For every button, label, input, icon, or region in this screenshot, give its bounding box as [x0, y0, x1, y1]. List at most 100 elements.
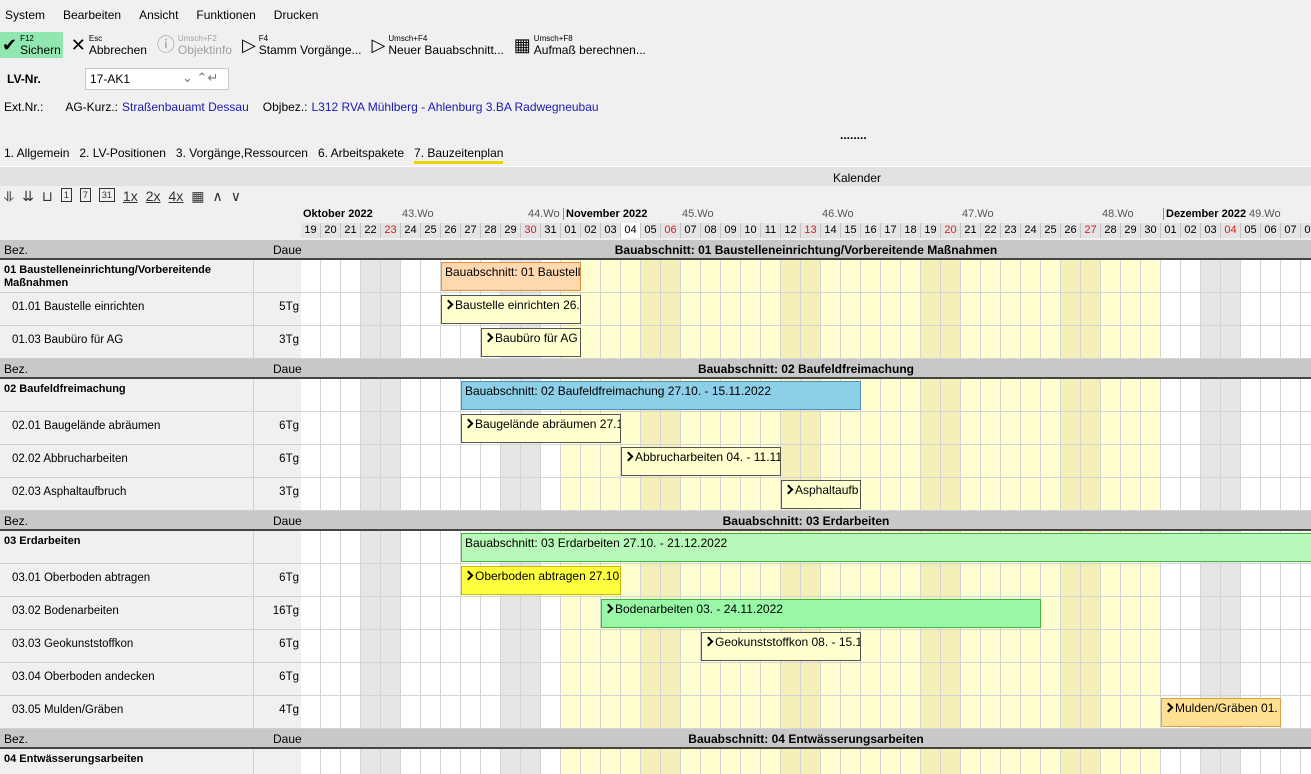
day-cell[interactable]: 04: [621, 223, 641, 238]
day-cell[interactable]: 25: [1041, 223, 1061, 238]
col-header-dauer[interactable]: Daue: [273, 514, 302, 528]
day-cell[interactable]: 17: [881, 223, 901, 238]
day-cell[interactable]: 03: [601, 223, 621, 238]
task-bar[interactable]: Bodenarbeiten 03. - 24.11.2022: [601, 599, 1041, 628]
chevron-up-icon[interactable]: ⌃: [196, 70, 208, 85]
col-header-dauer[interactable]: Daue: [273, 732, 302, 746]
day-cell[interactable]: 05: [1241, 223, 1261, 238]
task-bar[interactable]: Asphaltaufb: [781, 480, 861, 509]
menu-drucken[interactable]: Drucken: [273, 8, 319, 22]
task-row[interactable]: 01.01 Baustelle einrichten 5Tg: [0, 293, 301, 326]
section-bar[interactable]: Bauabschnitt: 01 Baustell: [441, 262, 581, 291]
task-row[interactable]: 02.02 Abbrucharbeiten 6Tg: [0, 445, 301, 478]
day-cell[interactable]: 27: [1081, 223, 1101, 238]
day-cell[interactable]: 30: [521, 223, 541, 238]
task-row[interactable]: 01.03 Baubüro für AG 3Tg: [0, 326, 301, 359]
day-cell[interactable]: 04: [1221, 223, 1241, 238]
task-row[interactable]: 03.04 Oberboden andecken 6Tg: [0, 663, 301, 696]
col-header-bez[interactable]: Bez.: [4, 362, 29, 376]
col-header-bez[interactable]: Bez.: [4, 514, 29, 528]
day-cell[interactable]: 14: [821, 223, 841, 238]
task-row[interactable]: 02.01 Baugelände abräumen 6Tg: [0, 412, 301, 445]
day-cell[interactable]: 20: [321, 223, 341, 238]
day-cell[interactable]: 09: [721, 223, 741, 238]
abbrechen-button[interactable]: ✕ Esc Abbrechen: [69, 32, 149, 58]
aufmaberechnen-button[interactable]: ▦ Umsch+F8 Aufmaß berechnen...: [512, 32, 648, 58]
section-bar[interactable]: Bauabschnitt: 03 Erdarbeiten 27.10. - 21…: [461, 533, 1311, 562]
day-cell[interactable]: 12: [781, 223, 801, 238]
day-cell[interactable]: 05: [641, 223, 661, 238]
task-bar[interactable]: Baustelle einrichten 26.1: [441, 295, 581, 324]
day-cell[interactable]: 27: [461, 223, 481, 238]
day-cell[interactable]: 23: [1001, 223, 1021, 238]
day-cell[interactable]: 26: [1061, 223, 1081, 238]
tab-4[interactable]: 6. Arbeitspakete: [317, 146, 405, 160]
tab-3[interactable]: 3. Vorgänge,Ressourcen: [175, 146, 308, 160]
day-cell[interactable]: 23: [381, 223, 401, 238]
day-cell[interactable]: 20: [941, 223, 961, 238]
day-cell[interactable]: 08: [1301, 223, 1311, 238]
day-cell[interactable]: 16: [861, 223, 881, 238]
task-bar[interactable]: Abbrucharbeiten 04. - 11.11: [621, 447, 781, 476]
section-bar[interactable]: Bauabschnitt: 02 Baufeldfreimachung 27.1…: [461, 381, 861, 410]
day-cell[interactable]: 01: [1161, 223, 1181, 238]
lv-nr-input[interactable]: 17-AK1: [85, 68, 229, 90]
col-header-bez[interactable]: Bez.: [4, 243, 29, 257]
day-cell[interactable]: 22: [361, 223, 381, 238]
day-cell[interactable]: 19: [301, 223, 321, 238]
day-cell[interactable]: 11: [761, 223, 781, 238]
day-cell[interactable]: 29: [501, 223, 521, 238]
day-view-icon[interactable]: 1: [60, 188, 72, 202]
section-row[interactable]: 04 Entwässerungsarbeiten: [0, 749, 301, 774]
chevron-down-icon[interactable]: ∨: [230, 188, 242, 204]
day-cell[interactable]: 06: [661, 223, 681, 238]
day-cell[interactable]: 24: [1021, 223, 1041, 238]
neuerbauabschnitt-button[interactable]: ▷ Umsch+F4 Neuer Bauabschnitt...: [370, 32, 506, 58]
day-cell[interactable]: 15: [841, 223, 861, 238]
task-row[interactable]: 03.01 Oberboden abtragen 6Tg: [0, 564, 301, 597]
day-cell[interactable]: 25: [421, 223, 441, 238]
task-row[interactable]: 02.03 Asphaltaufbruch 3Tg: [0, 478, 301, 511]
tab-5[interactable]: 7. Bauzeitenplan: [414, 146, 504, 164]
day-cell[interactable]: 30: [1141, 223, 1161, 238]
objektinfo-button[interactable]: ⓘ Umsch+F2 Objektinfo: [155, 32, 234, 58]
day-cell[interactable]: 18: [901, 223, 921, 238]
day-cell[interactable]: 01: [561, 223, 581, 238]
col-header-dauer[interactable]: Daue: [273, 362, 302, 376]
expand-all-icon[interactable]: ⥥: [4, 188, 15, 204]
day-cell[interactable]: 10: [741, 223, 761, 238]
task-row[interactable]: 03.03 Geokunststoffkon 6Tg: [0, 630, 301, 663]
menu-funktionen[interactable]: Funktionen: [196, 8, 256, 22]
day-cell[interactable]: 07: [681, 223, 701, 238]
enter-icon[interactable]: ↵: [207, 70, 219, 85]
tab-2[interactable]: 2. LV-Positionen: [79, 146, 166, 160]
day-cell[interactable]: 21: [341, 223, 361, 238]
day-cell[interactable]: 24: [401, 223, 421, 238]
stammvorgnge-button[interactable]: ▷ F4 Stamm Vorgänge...: [240, 32, 364, 58]
task-bar[interactable]: Baubüro für AG: [481, 328, 581, 357]
menu-bearbeiten[interactable]: Bearbeiten: [63, 8, 122, 22]
day-cell[interactable]: 22: [981, 223, 1001, 238]
day-cell[interactable]: 21: [961, 223, 981, 238]
day-cell[interactable]: 28: [1101, 223, 1121, 238]
task-row[interactable]: 03.05 Mulden/Gräben 4Tg: [0, 696, 301, 729]
task-bar[interactable]: Oberboden abtragen 27.10.: [461, 566, 621, 595]
day-cell[interactable]: 13: [801, 223, 821, 238]
col-header-dauer[interactable]: Daue: [273, 243, 302, 257]
day-cell[interactable]: 31: [541, 223, 561, 238]
task-bar[interactable]: Baugelände abräumen 27.1: [461, 414, 621, 443]
day-cell[interactable]: 02: [1181, 223, 1201, 238]
zoom-2x-icon[interactable]: 2x: [145, 188, 161, 204]
day-cell[interactable]: 29: [1121, 223, 1141, 238]
day-cell[interactable]: 06: [1261, 223, 1281, 238]
menu-system[interactable]: System: [5, 8, 46, 22]
more-button[interactable]: ........: [840, 128, 867, 142]
section-row[interactable]: 03 Erdarbeiten: [0, 531, 301, 564]
day-cell[interactable]: 19: [921, 223, 941, 238]
day-cell[interactable]: 07: [1281, 223, 1301, 238]
day-cell[interactable]: 02: [581, 223, 601, 238]
day-cell[interactable]: 03: [1201, 223, 1221, 238]
day-cell[interactable]: 26: [441, 223, 461, 238]
task-bar[interactable]: Mulden/Gräben 01.: [1161, 698, 1281, 727]
zoom-1x-icon[interactable]: 1x: [122, 188, 138, 204]
